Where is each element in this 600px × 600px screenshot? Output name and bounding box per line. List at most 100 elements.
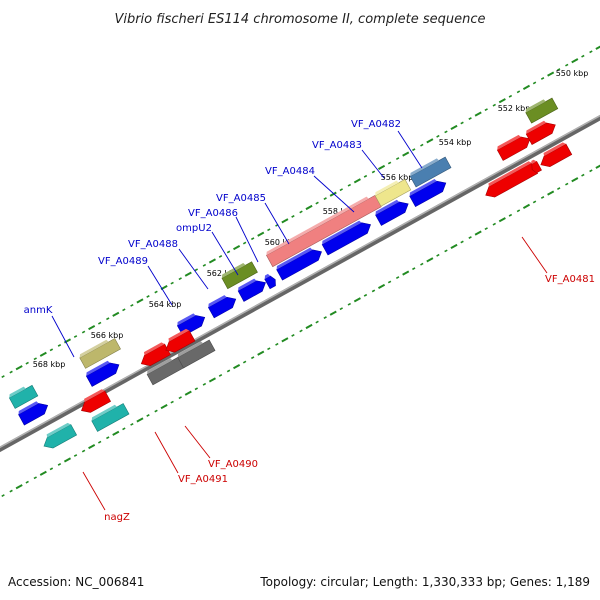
tick-mark-lower [371, 289, 376, 293]
tick-mark-upper [33, 357, 37, 361]
label-leader [521, 236, 548, 274]
tick-mark-lower [267, 347, 271, 351]
tick-mark-upper [73, 335, 78, 338]
label-leader [313, 175, 355, 213]
cds-feature [409, 179, 447, 208]
misc-feature [177, 339, 216, 369]
label-leader [397, 130, 423, 169]
tick-mark-lower [160, 404, 168, 410]
label-leader [147, 265, 173, 306]
tick-mark-lower [474, 230, 482, 236]
tick-label: 564 kbp [149, 300, 182, 309]
tick-mark-lower [377, 283, 386, 290]
tick-mark-lower [498, 217, 506, 223]
tick-mark-upper [581, 54, 585, 58]
tick-mark-upper [63, 338, 72, 344]
cds-feature [85, 360, 120, 387]
tick-mark-upper [412, 148, 416, 152]
tick-mark-upper [532, 81, 537, 85]
tick-label: 556 kbp [381, 173, 414, 182]
tick-mark-lower [15, 484, 23, 490]
cds-feature [531, 159, 542, 174]
label-leader [264, 202, 290, 245]
tick-mark-upper [395, 157, 400, 160]
label-leader [184, 425, 211, 459]
tick-mark-upper [565, 63, 569, 67]
label-leader [154, 431, 179, 474]
tick-mark-lower [395, 276, 400, 279]
tick-mark-lower [547, 190, 555, 196]
label-leader [361, 149, 385, 179]
tick-mark-upper [305, 204, 313, 211]
tick-mark-upper [106, 317, 110, 321]
tick-mark-lower [130, 422, 134, 426]
tick-mark-lower [97, 440, 102, 444]
tick-mark-upper [508, 94, 513, 98]
tick-mark-upper [178, 277, 182, 281]
tick-mark-lower [412, 267, 416, 271]
cds-feature [140, 342, 171, 367]
gene-label: VF_A0483 [312, 140, 362, 151]
tick-label: 566 kbp [91, 331, 124, 340]
gene-label: VF_A0486 [188, 208, 238, 219]
tick-mark-upper [257, 231, 265, 237]
tick-mark-upper [484, 108, 488, 112]
tick-mark-lower [540, 196, 545, 199]
tick-mark-lower [299, 329, 303, 333]
tick-mark-upper [589, 50, 593, 54]
tick-mark-upper [402, 151, 410, 157]
tick-mark-lower [184, 390, 192, 396]
tick-mark-lower [347, 302, 352, 306]
tick-mark-lower [136, 417, 144, 423]
tick-mark-upper [57, 343, 62, 347]
tick-mark-upper [547, 71, 555, 77]
tick-mark-lower [49, 467, 54, 471]
tick-mark-upper [522, 84, 531, 90]
tick-mark-lower [516, 209, 521, 213]
tick-label: 558 kbp [323, 207, 356, 216]
tick-mark-upper [468, 117, 472, 120]
tick-label: 568 kbp [33, 360, 66, 369]
tick-mark-upper [436, 134, 440, 138]
gene-label: VF_A0481 [545, 274, 595, 285]
tick-mark-lower [402, 270, 410, 276]
summary-text: Topology: circular; Length: 1,330,333 bp… [259, 575, 590, 589]
tick-mark-lower [281, 337, 289, 343]
tick-mark-upper [540, 77, 545, 80]
tick-mark-upper [242, 241, 247, 245]
tick-mark-lower [468, 236, 472, 239]
cds-feature [540, 142, 573, 167]
tick-mark-lower [556, 187, 561, 191]
tick-mark-lower [63, 457, 72, 463]
tick-mark-upper [154, 290, 158, 294]
tick-label: 552 kbp [498, 104, 531, 113]
tick-mark-upper [136, 298, 144, 304]
tick-mark-upper [329, 191, 337, 197]
map-title: Vibrio fischeri ES114 chromosome II, com… [114, 12, 485, 27]
tick-mark-lower [492, 222, 496, 226]
tick-mark-upper [218, 255, 223, 258]
tick-mark-upper [377, 164, 386, 171]
tick-mark-lower [484, 227, 488, 231]
tick-mark-upper [339, 188, 343, 192]
label-leader [178, 248, 209, 290]
tick-mark-lower [202, 382, 207, 386]
tick-label: 560 kbp [265, 238, 298, 247]
tick-mark-lower [226, 369, 231, 373]
tick-mark-upper [498, 98, 506, 104]
tick-mark-upper [353, 178, 361, 184]
gene-label: VF_A0484 [265, 166, 315, 177]
label-leader [211, 231, 239, 276]
label-leader [51, 315, 75, 358]
tick-mark-lower [595, 164, 600, 169]
tick-mark-lower [571, 177, 579, 183]
tick-mark-lower [81, 449, 86, 453]
tick-mark-lower [522, 203, 531, 209]
tick-mark-upper [347, 183, 352, 187]
tick-mark-upper [371, 170, 376, 174]
gene-label: VF_A0491 [178, 474, 228, 485]
tick-mark-upper [450, 124, 458, 130]
tick-mark-upper [299, 210, 303, 214]
tick-mark-lower [250, 356, 255, 360]
gene-label: VF_A0489 [98, 256, 148, 267]
